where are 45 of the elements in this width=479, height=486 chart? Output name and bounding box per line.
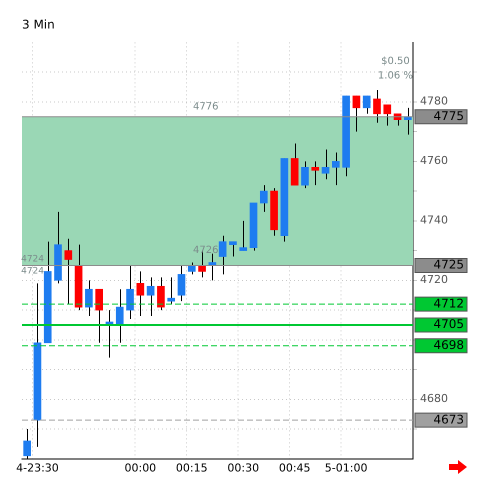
candlestick xyxy=(352,95,360,132)
ref-line-label: 4673 xyxy=(433,412,464,426)
y-tick-label: 4740 xyxy=(420,214,448,227)
candlestick xyxy=(157,276,165,311)
candlestick xyxy=(136,270,144,317)
x-tick-label: 00:30 xyxy=(227,461,260,474)
y-tick-label: 4680 xyxy=(420,392,448,406)
candlestick xyxy=(373,89,381,124)
candlestick xyxy=(178,264,186,302)
x-tick-label: 00:45 xyxy=(278,461,311,474)
ref-line-label: 4705 xyxy=(433,317,464,332)
annotation: 4724 xyxy=(21,266,44,276)
candlestick xyxy=(116,288,124,344)
y-tick-label: 4780 xyxy=(420,94,448,108)
x-tick-label: 4-23:30 xyxy=(16,461,59,474)
y-tick-label: 4760 xyxy=(420,154,448,168)
ref-line-label: 4775 xyxy=(433,108,464,123)
candlestick xyxy=(362,95,371,114)
candlestick xyxy=(239,220,248,252)
x-tick-label: 00:15 xyxy=(176,461,208,474)
ref-line-label: 4712 xyxy=(433,296,464,310)
y-tick-label: 4720 xyxy=(420,273,448,286)
chart-title: 3 Min xyxy=(22,17,55,32)
candlestick xyxy=(126,264,134,320)
candlestick xyxy=(322,148,330,180)
ref-line-label: 4725 xyxy=(433,258,464,272)
candlestick xyxy=(95,288,103,344)
annotation: 4776 xyxy=(193,101,218,112)
candlestick xyxy=(229,241,237,258)
x-tick-label: 5-01:00 xyxy=(324,461,368,474)
candlestick xyxy=(301,160,309,189)
annotation: 4726 xyxy=(193,245,218,256)
candlestick xyxy=(260,184,268,212)
candlestick xyxy=(383,104,392,126)
candlestick xyxy=(167,276,176,305)
candlestick xyxy=(218,235,226,275)
candlestick xyxy=(85,280,93,317)
annotation: 1.06 % xyxy=(378,70,413,82)
candlestick xyxy=(146,276,154,317)
candlestick xyxy=(311,160,320,186)
candlestick xyxy=(332,152,340,186)
candlestick xyxy=(64,238,72,305)
ref-line-label: 4698 xyxy=(433,338,464,352)
x-tick-label: 00:00 xyxy=(124,461,156,474)
annotation: $0.50 xyxy=(381,56,410,67)
